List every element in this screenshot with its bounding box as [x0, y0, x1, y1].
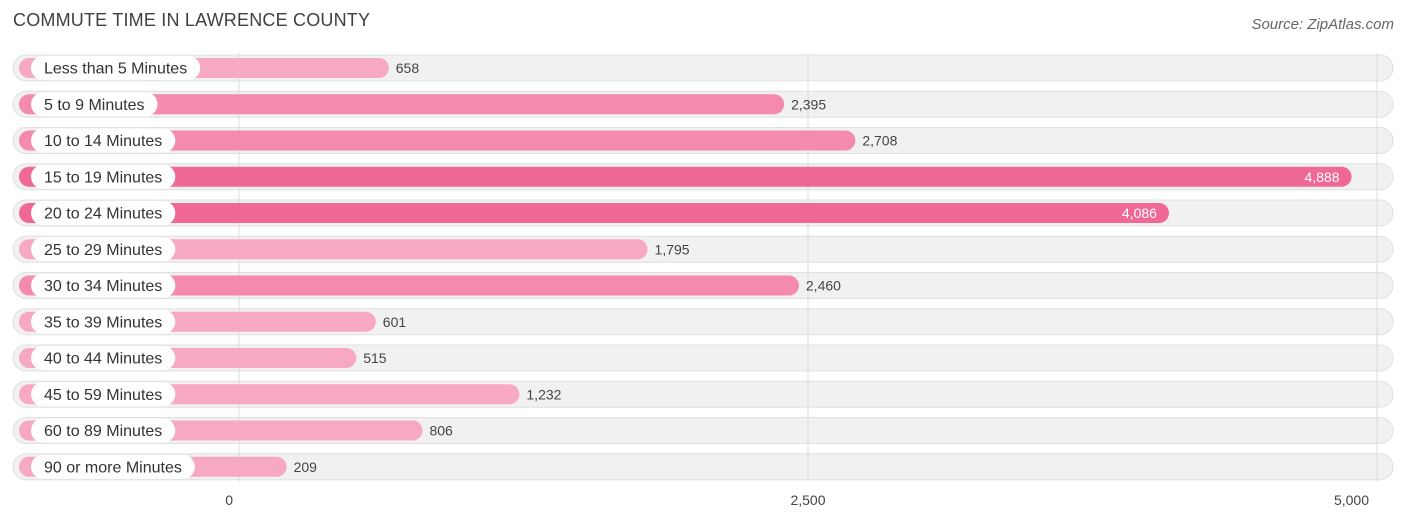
category-pill [31, 454, 195, 479]
value-label: 1,795 [655, 241, 690, 257]
category-pill [31, 56, 201, 80]
value-label: 806 [429, 423, 453, 439]
category-label: 25 to 29 Minutes [44, 242, 162, 259]
source-label: Source: ZipAtlas.com [1251, 16, 1394, 33]
category-pill [31, 309, 176, 334]
category-label: 5 to 9 Minutes [44, 97, 145, 114]
category-pill [31, 346, 176, 370]
category-pill [31, 237, 176, 262]
value-label: 4,888 [1304, 169, 1339, 185]
value-label: 209 [294, 459, 318, 475]
category-label: 90 or more Minutes [44, 459, 182, 476]
value-label: 515 [363, 350, 387, 366]
value-label: 2,460 [806, 278, 841, 294]
category-pill [31, 201, 176, 225]
category-label: 20 to 24 Minutes [44, 206, 162, 223]
category-label: 15 to 19 Minutes [44, 169, 162, 186]
value-label: 601 [383, 314, 407, 330]
bar [19, 203, 1169, 223]
chart-title: COMMUTE TIME IN LAWRENCE COUNTY [13, 10, 371, 30]
category-pill [31, 128, 176, 153]
tick-label: 5,000 [1334, 492, 1369, 508]
value-label: 658 [396, 60, 420, 76]
category-pill [31, 418, 176, 443]
row-track [12, 344, 1394, 372]
bar [19, 94, 785, 115]
category-pill [31, 92, 158, 117]
bar [19, 275, 799, 296]
value-label: 2,708 [862, 133, 897, 149]
bar [19, 166, 1352, 187]
value-label: 1,232 [526, 386, 561, 402]
tick-label: 0 [225, 492, 233, 508]
category-label: 45 to 59 Minutes [44, 387, 162, 404]
category-label: Less than 5 Minutes [44, 61, 187, 78]
bar [19, 130, 856, 151]
tick-label: 2,500 [790, 492, 825, 508]
category-label: 60 to 89 Minutes [44, 423, 162, 440]
category-pill [31, 164, 176, 189]
category-pill [31, 382, 176, 407]
category-label: 10 to 14 Minutes [44, 133, 162, 150]
category-label: 40 to 44 Minutes [44, 351, 162, 368]
value-label: 4,086 [1122, 205, 1157, 221]
value-label: 2,395 [791, 96, 826, 112]
row-track [12, 453, 1394, 481]
category-label: 35 to 39 Minutes [44, 314, 162, 331]
category-pill [31, 273, 176, 298]
category-label: 30 to 34 Minutes [44, 278, 162, 295]
bar [19, 239, 648, 260]
